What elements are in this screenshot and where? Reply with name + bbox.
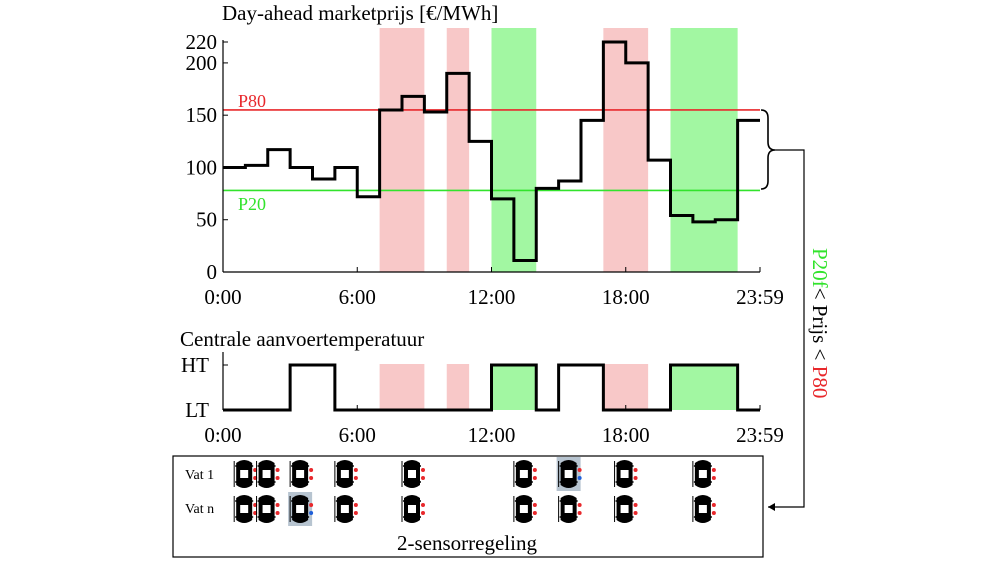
temperature-x-tick-label-1: 6:00 bbox=[339, 423, 376, 447]
tank-icon-row2-6 bbox=[558, 495, 582, 523]
tank-icon-row1-5 bbox=[513, 460, 537, 488]
price-band-4 bbox=[670, 28, 738, 272]
tank-icon-row2-8 bbox=[692, 495, 716, 523]
price-x-tick-labels: 0:00 6:00 12:00 18:00 23:59 bbox=[204, 267, 784, 309]
side-label-green: P20f bbox=[808, 248, 832, 288]
price-x-tick-label-2: 12:00 bbox=[468, 285, 516, 309]
price-chart-title: Day-ahead marketprijs [€/MWh] bbox=[222, 1, 498, 25]
temperature-y-tick-labels: LT HT bbox=[181, 353, 228, 422]
price-x-tick-label-3: 18:00 bbox=[602, 285, 650, 309]
temperature-chart: LT HT 0:00 6:00 12:00 18:00 23:59 Centrale aa… bbox=[180, 327, 784, 447]
price-y-tick-label-1: 50 bbox=[196, 208, 217, 232]
svg-text:P20f< Prijs < P80: P20f< Prijs < P80 bbox=[808, 248, 832, 398]
tank-icon-row2-5 bbox=[513, 495, 537, 523]
tank-icon-row1-8 bbox=[692, 460, 716, 488]
temperature-x-tick-label-0: 0:00 bbox=[204, 423, 241, 447]
tank-icon-row2-3 bbox=[334, 495, 358, 523]
temperature-y-tick-label-1: HT bbox=[181, 353, 209, 377]
tank-icon-row2-1 bbox=[256, 495, 280, 523]
temperature-chart-title: Centrale aanvoertemperatuur bbox=[180, 327, 424, 351]
side-label: P20f< Prijs < P80 bbox=[808, 248, 832, 398]
temperature-band-2 bbox=[491, 364, 537, 410]
temperature-band-3 bbox=[603, 364, 649, 410]
row-label-vat-1: Vat 1 bbox=[185, 468, 214, 483]
price-band-3 bbox=[603, 28, 649, 272]
price-band-1 bbox=[446, 28, 470, 272]
tank-icon-row2-4 bbox=[401, 495, 425, 523]
temperature-x-tick-labels: 0:00 6:00 12:00 18:00 23:59 bbox=[204, 405, 784, 447]
temperature-x-tick-label-2: 12:00 bbox=[468, 423, 516, 447]
sensor-panel-title: 2-sensorregeling bbox=[397, 531, 537, 555]
temperature-bands bbox=[379, 364, 738, 410]
tank-icon-row2-7 bbox=[614, 495, 638, 523]
sensor-panel: Vat 1 Vat n 2-sensorregeling bbox=[172, 455, 764, 558]
temperature-x-tick-label-3: 18:00 bbox=[602, 423, 650, 447]
temperature-band-0 bbox=[379, 364, 425, 410]
tank-icon-row1-4 bbox=[401, 460, 425, 488]
temperature-band-1 bbox=[446, 364, 470, 410]
tank-icons bbox=[233, 457, 716, 526]
side-label-black: < Prijs < bbox=[808, 288, 832, 366]
tank-icon-row1-6 bbox=[556, 457, 582, 491]
tank-icon-row1-2 bbox=[289, 460, 314, 488]
p20-label: P20 bbox=[238, 194, 266, 214]
price-band-0 bbox=[379, 28, 425, 272]
price-y-tick-label-3: 150 bbox=[186, 103, 218, 127]
tank-icon-row1-3 bbox=[334, 460, 358, 488]
price-y-tick-label-5: 220 bbox=[186, 30, 218, 54]
price-y-tick-label-0: 0 bbox=[207, 260, 218, 284]
price-y-tick-label-2: 100 bbox=[186, 155, 218, 179]
temperature-x-tick-label-4: 23:59 bbox=[736, 423, 784, 447]
temperature-y-tick-label-0: LT bbox=[185, 398, 209, 422]
tank-icon-row1-0 bbox=[233, 460, 258, 488]
tank-icon-row1-7 bbox=[614, 460, 638, 488]
p80-label: P80 bbox=[238, 91, 266, 111]
side-label-red: P80 bbox=[808, 366, 832, 399]
row-label-vat-n: Vat n bbox=[185, 502, 214, 517]
temperature-band-4 bbox=[670, 364, 738, 410]
price-x-tick-label-1: 6:00 bbox=[339, 285, 376, 309]
price-series-line bbox=[223, 40, 760, 262]
price-x-tick-label-4: 23:59 bbox=[736, 285, 784, 309]
price-x-tick-label-0: 0:00 bbox=[204, 285, 241, 309]
price-bands bbox=[379, 28, 738, 272]
temperature-series-line bbox=[223, 363, 760, 412]
tank-icon-row1-1 bbox=[256, 460, 280, 488]
price-y-tick-label-4: 200 bbox=[186, 51, 218, 75]
tank-icon-row2-0 bbox=[233, 495, 258, 523]
sensor-panel-frame bbox=[172, 455, 764, 558]
bracket-connector bbox=[760, 109, 805, 511]
tank-icon-row2-2 bbox=[288, 492, 314, 526]
